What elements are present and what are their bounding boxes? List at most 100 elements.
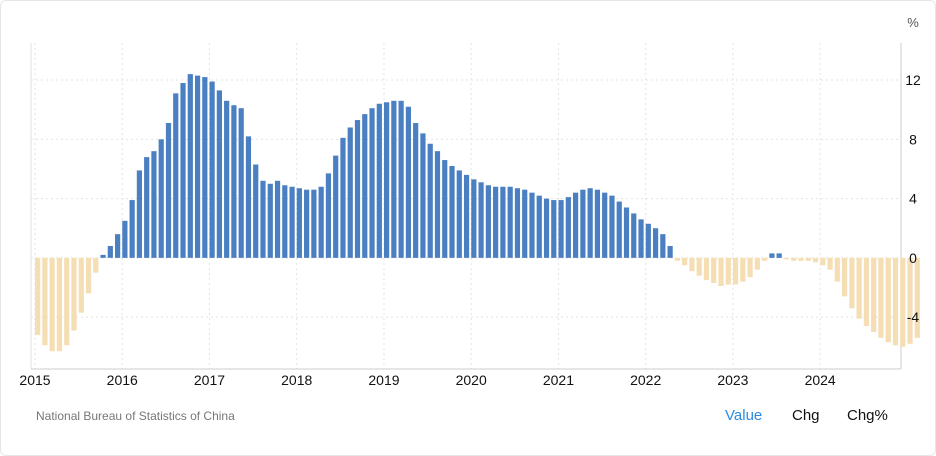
bar	[224, 100, 230, 258]
bar	[565, 197, 571, 258]
bar	[158, 139, 164, 258]
bar	[529, 192, 535, 258]
bar	[296, 188, 302, 258]
bar	[282, 185, 288, 258]
x-tick-label: 2021	[543, 372, 574, 388]
bar	[732, 257, 739, 285]
bar	[536, 195, 542, 258]
bar	[144, 157, 150, 258]
bar	[165, 123, 172, 258]
y-tick-label: 4	[909, 191, 917, 207]
bar	[849, 257, 855, 309]
bar	[602, 192, 608, 258]
bar	[718, 257, 724, 287]
bar	[551, 200, 557, 258]
bar	[253, 164, 259, 258]
bar	[878, 257, 884, 338]
bar	[274, 180, 281, 258]
bar	[35, 257, 41, 335]
bar	[260, 180, 266, 258]
x-tick-label: 2015	[19, 372, 50, 388]
bar	[151, 151, 157, 258]
tab-chg-percent[interactable]: Chg%	[847, 407, 888, 424]
bar	[703, 257, 710, 281]
x-tick-label: 2019	[368, 372, 399, 388]
bar	[369, 108, 375, 258]
bar	[245, 136, 252, 258]
bar	[78, 257, 84, 313]
bar	[594, 189, 601, 258]
bar	[696, 257, 702, 276]
bar	[507, 186, 513, 258]
bar	[682, 257, 688, 266]
bar	[580, 189, 586, 258]
bar	[107, 246, 113, 258]
bar	[304, 189, 310, 258]
y-tick-label: 8	[909, 131, 917, 147]
bar	[652, 228, 659, 258]
x-tick-label: 2017	[194, 372, 225, 388]
bar	[805, 257, 811, 261]
bar	[129, 200, 135, 258]
x-tick-label: 2016	[107, 372, 138, 388]
bar	[362, 114, 368, 258]
bar	[638, 219, 644, 258]
bar	[42, 257, 48, 346]
bar	[725, 257, 731, 285]
bar	[747, 257, 753, 278]
bar	[587, 188, 593, 258]
bar	[645, 223, 651, 258]
bar	[623, 207, 630, 258]
bar	[209, 81, 215, 258]
bar	[136, 170, 143, 258]
bar	[449, 165, 455, 258]
bar	[383, 102, 390, 258]
bar	[754, 257, 760, 270]
bar	[325, 173, 332, 258]
x-tick-label: 2018	[281, 372, 312, 388]
bar	[311, 189, 317, 258]
bar	[791, 257, 797, 261]
bar	[434, 151, 441, 258]
bar	[267, 183, 273, 258]
tab-chg[interactable]: Chg	[792, 407, 820, 424]
bar	[238, 108, 244, 258]
bar	[892, 257, 899, 346]
bar	[289, 186, 295, 258]
bar	[398, 100, 404, 258]
bar	[463, 174, 470, 258]
bar	[180, 83, 186, 258]
bar	[49, 257, 55, 352]
bar	[914, 257, 920, 338]
bar	[609, 195, 615, 258]
bar	[376, 103, 382, 258]
bar	[842, 257, 848, 297]
tab-value[interactable]: Value	[725, 407, 763, 424]
bar	[471, 179, 477, 258]
bar	[514, 188, 521, 258]
bar	[93, 257, 99, 273]
bar	[820, 257, 826, 266]
bar	[216, 90, 222, 258]
bar	[318, 186, 324, 258]
bar	[478, 182, 484, 258]
bar	[231, 105, 237, 258]
bar	[100, 254, 106, 258]
bar	[187, 74, 193, 258]
bar	[500, 186, 506, 258]
bar	[122, 220, 128, 258]
bar	[674, 257, 680, 261]
bar	[798, 257, 804, 261]
bar	[711, 257, 717, 284]
bar	[347, 127, 353, 258]
x-tick-label: 2020	[456, 372, 487, 388]
bar	[885, 257, 891, 343]
x-tick-label: 2023	[717, 372, 748, 388]
bar	[202, 77, 208, 258]
bar	[783, 257, 790, 260]
bar	[354, 120, 361, 258]
bar	[493, 186, 499, 258]
bar	[558, 200, 564, 258]
bar	[71, 257, 77, 331]
bar	[769, 253, 775, 258]
